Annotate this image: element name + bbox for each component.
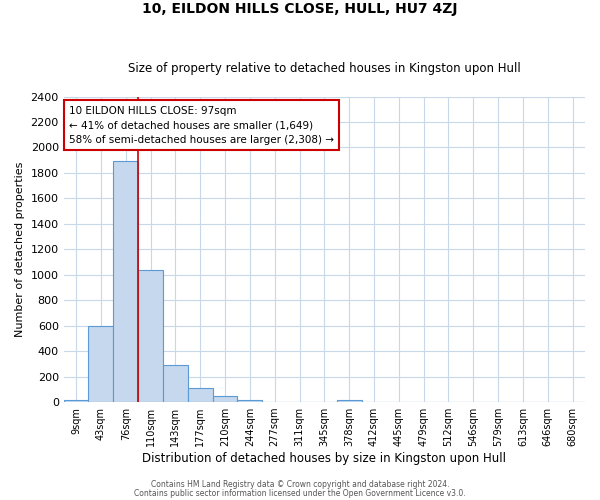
- Bar: [188, 388, 212, 402]
- Text: Contains public sector information licensed under the Open Government Licence v3: Contains public sector information licen…: [134, 488, 466, 498]
- Bar: [337, 400, 362, 402]
- Y-axis label: Number of detached properties: Number of detached properties: [15, 162, 25, 337]
- X-axis label: Distribution of detached houses by size in Kingston upon Hull: Distribution of detached houses by size …: [142, 452, 506, 465]
- Bar: [64, 400, 88, 402]
- Bar: [163, 365, 188, 402]
- Title: Size of property relative to detached houses in Kingston upon Hull: Size of property relative to detached ho…: [128, 62, 521, 74]
- Text: Contains HM Land Registry data © Crown copyright and database right 2024.: Contains HM Land Registry data © Crown c…: [151, 480, 449, 489]
- Bar: [88, 326, 113, 402]
- Bar: [238, 400, 262, 402]
- Bar: [212, 396, 238, 402]
- Bar: [138, 270, 163, 402]
- Text: 10 EILDON HILLS CLOSE: 97sqm
← 41% of detached houses are smaller (1,649)
58% of: 10 EILDON HILLS CLOSE: 97sqm ← 41% of de…: [69, 106, 334, 146]
- Text: 10, EILDON HILLS CLOSE, HULL, HU7 4ZJ: 10, EILDON HILLS CLOSE, HULL, HU7 4ZJ: [142, 2, 458, 16]
- Bar: [113, 162, 138, 402]
